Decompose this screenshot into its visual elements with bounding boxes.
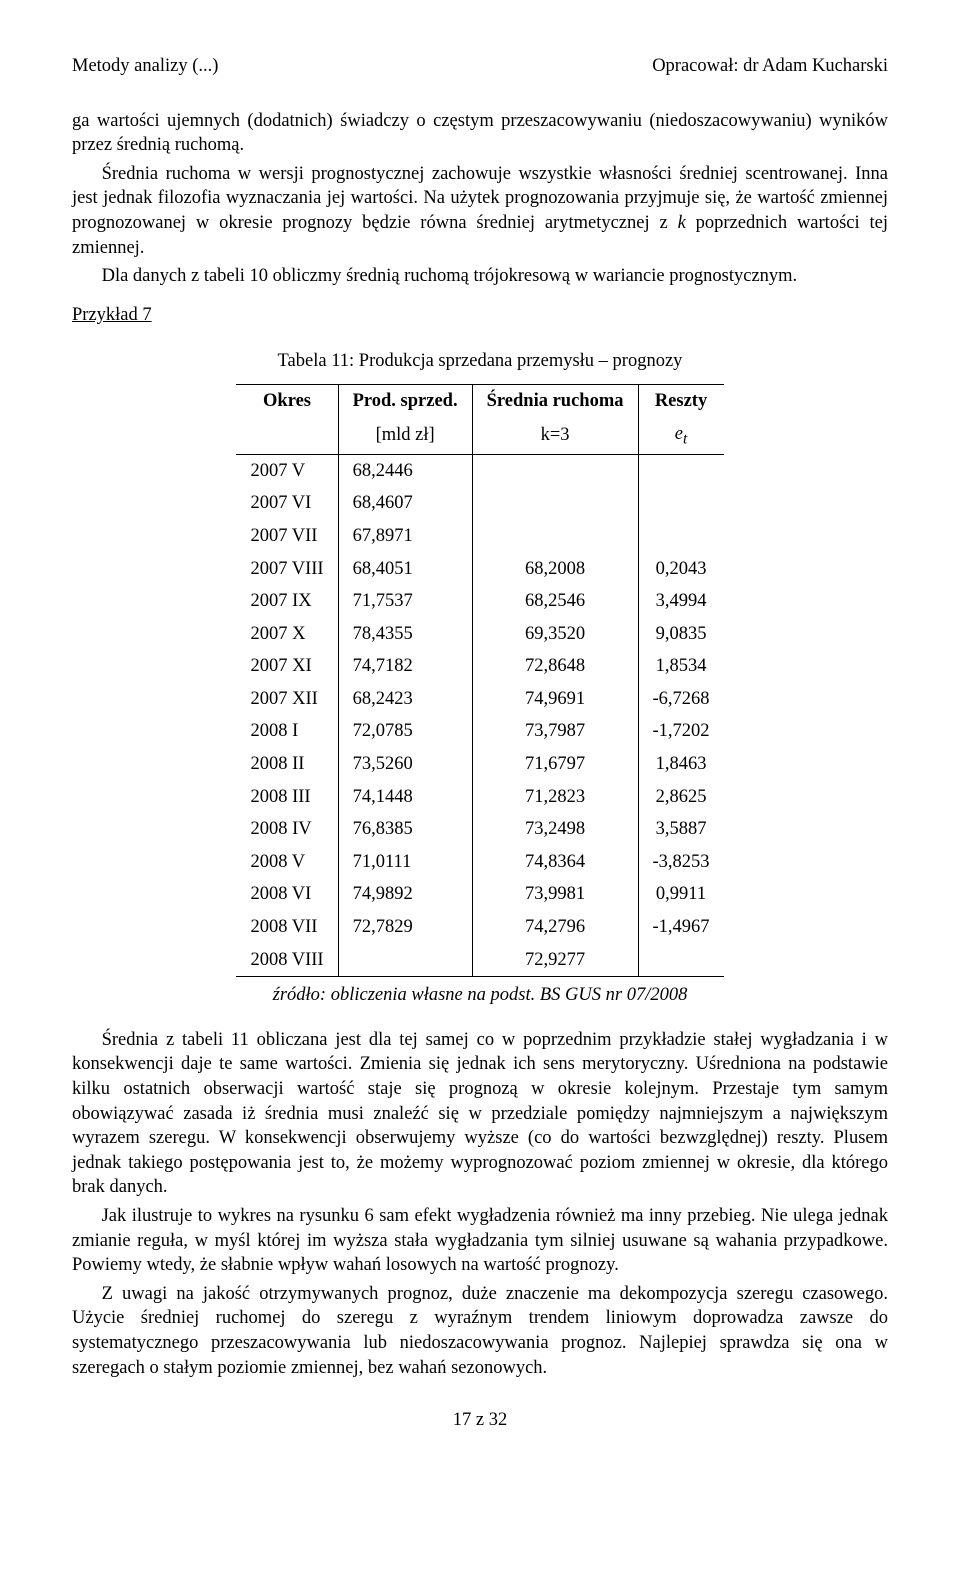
table-row: 2007 IX71,753768,25463,4994: [236, 585, 723, 618]
table-row: 2007 V68,2446: [236, 454, 723, 487]
paragraph-5: Jak ilustruje to wykres na rysunku 6 sam…: [72, 1204, 888, 1278]
table-row: 2008 VI74,989273,99810,9911: [236, 878, 723, 911]
header-right: Opracował: dr Adam Kucharski: [652, 54, 888, 79]
table-row: 2007 XII68,242374,9691-6,7268: [236, 683, 723, 716]
table-row: 2008 IV76,838573,24983,5887: [236, 813, 723, 846]
col-okres: Okres: [236, 384, 338, 417]
table-row: 2008 I72,078573,7987-1,7202: [236, 715, 723, 748]
table-row: 2007 XI74,718272,86481,8534: [236, 650, 723, 683]
table-subheader-row: [mld zł] k=3 et: [236, 418, 723, 455]
table-source-note: źródło: obliczenia własne na podst. BS G…: [72, 983, 888, 1008]
header-left: Metody analizy (...): [72, 54, 218, 79]
col-sr: Średnia ruchoma: [472, 384, 638, 417]
table-row: 2007 VII67,8971: [236, 520, 723, 553]
page-header: Metody analizy (...) Opracował: dr Adam …: [72, 54, 888, 79]
col-prod: Prod. sprzed.: [338, 384, 472, 417]
col-reszty: Reszty: [638, 384, 724, 417]
table-row: 2008 VII72,782974,2796-1,4967: [236, 911, 723, 944]
table-row: 2008 II73,526071,67971,8463: [236, 748, 723, 781]
paragraph-6: Z uwagi na jakość otrzymywanych prognoz,…: [72, 1282, 888, 1380]
table-row: 2007 VI68,4607: [236, 487, 723, 520]
table-row: 2007 VIII68,405168,20080,2043: [236, 553, 723, 586]
table-row: 2008 VIII72,9277: [236, 944, 723, 977]
table-row: 2008 V71,011174,8364-3,8253: [236, 846, 723, 879]
table-caption: Tabela 11: Produkcja sprzedana przemysłu…: [72, 349, 888, 374]
paragraph-4: Średnia z tabeli 11 obliczana jest dla t…: [72, 1028, 888, 1200]
paragraph-2: Średnia ruchoma w wersji prognostycznej …: [72, 162, 888, 260]
example-label: Przykład 7: [72, 303, 888, 328]
paragraph-cont: ga wartości ujemnych (dodatnich) świadcz…: [72, 109, 888, 158]
table-body: 2007 V68,24462007 VI68,46072007 VII67,89…: [236, 454, 723, 977]
page-footer: 17 z 32: [72, 1408, 888, 1433]
table-row: 2008 III74,144871,28232,8625: [236, 781, 723, 814]
data-table: Okres Prod. sprzed. Średnia ruchoma Resz…: [236, 384, 723, 977]
table-row: 2007 X78,435569,35209,0835: [236, 618, 723, 651]
paragraph-3: Dla danych z tabeli 10 obliczmy średnią …: [72, 264, 888, 289]
table-header-row: Okres Prod. sprzed. Średnia ruchoma Resz…: [236, 384, 723, 417]
